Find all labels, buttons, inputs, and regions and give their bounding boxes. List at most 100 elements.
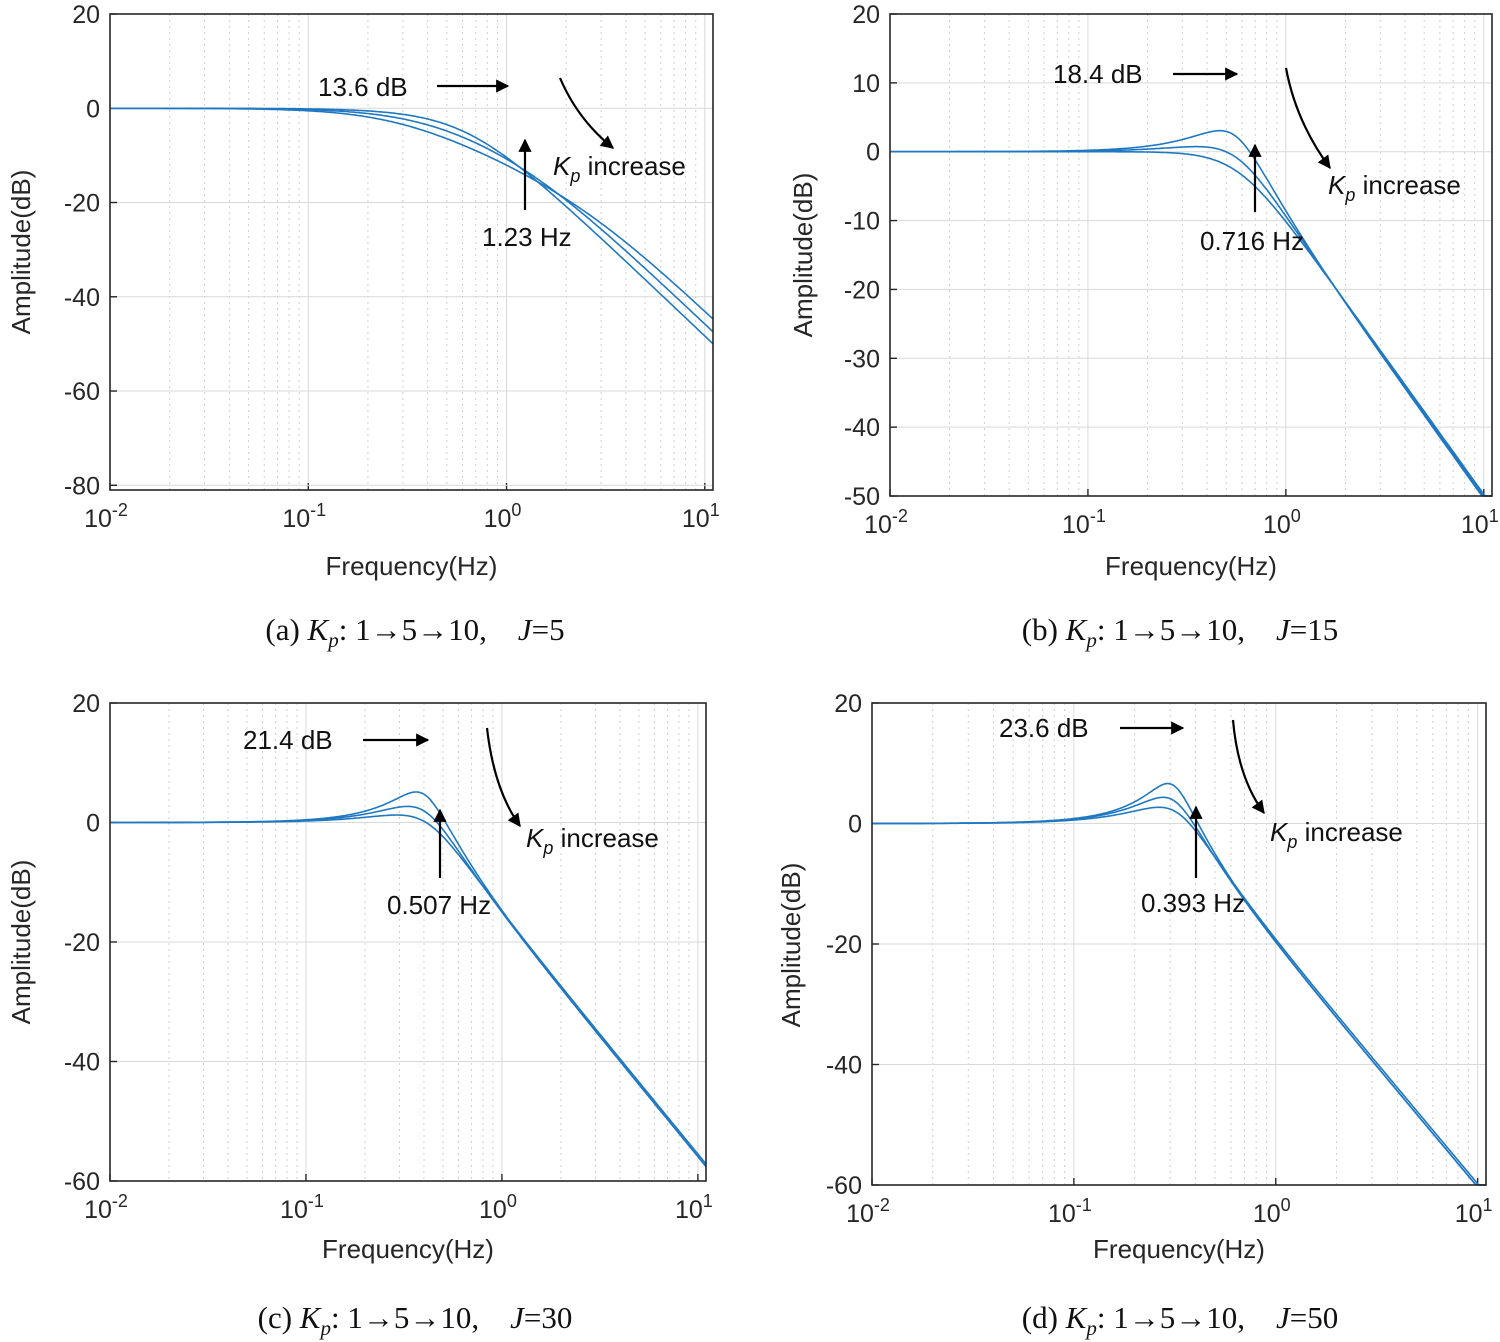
x-axis-label: Frequency(Hz) (322, 1234, 494, 1264)
trend-arrow (558, 77, 615, 149)
y-axis-label: Amplitude(dB) (6, 860, 36, 1025)
caption-j: J (1276, 1300, 1291, 1335)
increase-text: increase (580, 151, 686, 181)
x-tick-exponent: 1 (703, 1191, 713, 1211)
x-tick-base: 10 (282, 505, 310, 533)
x-tick-base: 10 (84, 505, 112, 533)
caption-values: : 1→5→10, (1097, 1300, 1245, 1335)
caption-kp: K (307, 612, 331, 647)
x-tick-base: 10 (682, 505, 710, 533)
kp-symbol: K (553, 151, 572, 181)
y-tick-label: -20 (844, 276, 880, 304)
x-tick-label: 100 (484, 500, 522, 533)
y-tick-label: -60 (64, 1168, 100, 1196)
y-tick-label: 20 (852, 1, 880, 29)
y-tick-label: -20 (64, 190, 100, 218)
x-axis-label: Frequency(Hz) (326, 551, 498, 581)
series-line-3 (890, 150, 1492, 497)
x-tick-label: 10-2 (864, 506, 908, 539)
x-tick-base: 10 (84, 1196, 112, 1224)
series-line-2 (872, 796, 1486, 1186)
y-tick-label: -50 (844, 483, 880, 511)
caption-j-value: =50 (1290, 1300, 1338, 1335)
x-tick-label: 10-1 (280, 1191, 324, 1224)
caption-prefix: (a) (265, 612, 307, 647)
x-tick-base: 10 (479, 1196, 507, 1224)
caption-kp: K (1065, 1300, 1089, 1335)
kp-subscript: p (569, 166, 580, 186)
x-tick-base: 10 (1048, 1200, 1076, 1228)
y-tick-label: -60 (826, 1172, 862, 1200)
x-tick-base: 10 (864, 511, 892, 539)
caption-values: : 1→5→10, (339, 612, 487, 647)
y-axis-label: Amplitude(dB) (776, 863, 806, 1028)
increase-text: increase (1297, 817, 1403, 847)
increase-text: increase (553, 823, 659, 853)
y-tick-label: 20 (834, 690, 862, 718)
panel-c: 10-2 10-1 100 101200-20-40-60Amplitude(dB)F… (6, 690, 713, 1340)
x-tick-label: 101 (675, 1191, 713, 1224)
y-tick-label: 0 (86, 810, 100, 838)
kp-symbol: K (526, 823, 545, 853)
caption-j-value: =5 (532, 612, 565, 647)
caption-j: J (518, 612, 533, 647)
caption-kp-sub: p (318, 1316, 331, 1340)
x-tick-label: 10-1 (1048, 1195, 1092, 1228)
frequency-annotation: 0.716 Hz (1200, 226, 1304, 256)
panel-caption: (d) Kp: 1→5→10, J=50 (1022, 1300, 1338, 1340)
x-tick-base: 10 (675, 1196, 703, 1224)
increase-text: increase (1355, 170, 1461, 200)
x-tick-exponent: -2 (112, 500, 128, 520)
x-axis-label: Frequency(Hz) (1105, 551, 1277, 581)
y-tick-label: -60 (64, 378, 100, 406)
x-tick-label: 101 (1455, 1195, 1493, 1228)
x-tick-label: 100 (1253, 1195, 1291, 1228)
series-line-3 (872, 806, 1486, 1186)
frequency-annotation: 1.23 Hz (482, 222, 572, 252)
panel-caption: (c) Kp: 1→5→10, J=30 (258, 1300, 573, 1340)
x-tick-exponent: -1 (308, 1191, 324, 1211)
x-tick-base: 10 (280, 1196, 308, 1224)
x-tick-label: 10-1 (282, 500, 326, 533)
plot-frame (871, 702, 1487, 1186)
y-tick-label: -40 (64, 284, 100, 312)
x-tick-label: 100 (1263, 506, 1301, 539)
y-tick-label: -80 (64, 472, 100, 500)
series-line-1 (110, 107, 714, 345)
x-tick-label: 10-2 (84, 1191, 128, 1224)
x-tick-exponent: 0 (1281, 1195, 1291, 1215)
peak-annotation: 18.4 dB (1053, 59, 1143, 89)
panel-caption: (a) Kp: 1→5→10, J=5 (265, 612, 564, 652)
caption-kp-sub: p (326, 628, 339, 652)
x-tick-exponent: -2 (112, 1191, 128, 1211)
x-tick-exponent: 1 (1489, 506, 1499, 526)
kp-subscript: p (1344, 185, 1355, 205)
x-tick-exponent: 1 (710, 500, 720, 520)
x-axis-label: Frequency(Hz) (1093, 1234, 1265, 1264)
caption-j: J (510, 1300, 525, 1335)
plot-frame (109, 13, 714, 491)
kp-symbol: K (1270, 817, 1289, 847)
y-tick-label: -10 (844, 208, 880, 236)
peak-annotation: 23.6 dB (999, 713, 1089, 743)
trend-arrow (1284, 67, 1331, 170)
kp-subscript: p (542, 838, 553, 858)
caption-gap (1245, 1300, 1276, 1335)
x-tick-label: 101 (1461, 506, 1499, 539)
panel-d: 10-2 10-1 100 101200-20-40-60Amplitude(dB)F… (776, 690, 1493, 1340)
y-tick-label: -40 (826, 1052, 862, 1080)
y-tick-label: -20 (64, 929, 100, 957)
x-tick-exponent: 0 (507, 1191, 517, 1211)
panel-b: 10-2 10-1 100 10120100-10-20-30-40-50Amplit… (788, 1, 1499, 652)
y-tick-label: 0 (86, 95, 100, 123)
frequency-annotation: 0.507 Hz (387, 890, 491, 920)
x-tick-base: 10 (1253, 1200, 1281, 1228)
kp-symbol: K (1328, 170, 1347, 200)
y-tick-label: -30 (844, 345, 880, 373)
x-tick-exponent: -1 (1076, 1195, 1092, 1215)
x-tick-exponent: 0 (511, 500, 521, 520)
x-tick-exponent: 0 (1291, 506, 1301, 526)
x-tick-exponent: -1 (310, 500, 326, 520)
kp-increase-label: Kp increase (526, 823, 659, 858)
x-tick-base: 10 (846, 1200, 874, 1228)
